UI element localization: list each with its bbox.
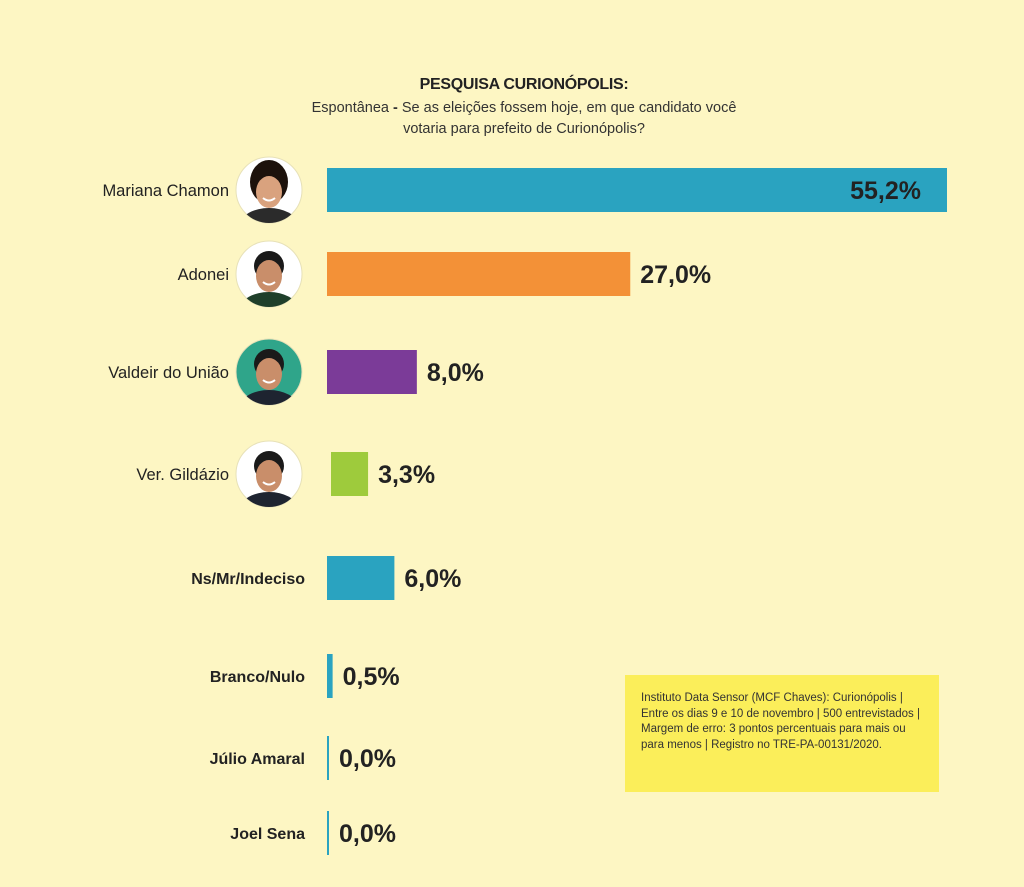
value-label-ver-gildazio: 3,3% [378,461,435,489]
bar-mariana-chamon [327,168,947,212]
candidate-photo-ver-gildazio [235,440,303,508]
chart-subtitle: Espontânea - Se as eleições fossem hoje,… [0,98,1024,140]
bar-ver-gildazio [331,452,369,496]
category-label-joel-sena: Joel Sena [230,826,305,843]
category-label-branco-nulo: Branco/Nulo [210,669,305,686]
subtitle-dash: - [389,100,402,116]
bar-joel-sena [327,811,329,855]
bar-branco-nulo [327,654,333,698]
value-label-branco-nulo: 0,5% [343,663,400,691]
subtitle-line-1: Se as eleições fossem hoje, em que candi… [401,100,737,116]
subtitle-line-2: votaria para prefeito de Curionópolis? [403,121,645,137]
chart-title: PESQUISA CURIONÓPOLIS: [419,76,629,93]
candidate-photo-adonei [235,240,303,308]
category-label-mariana-chamon: Mariana Chamon [102,182,229,200]
methodology-note: Instituto Data Sensor (MCF Chaves): Curi… [625,675,939,792]
value-label-joel-sena: 0,0% [339,820,396,848]
category-label-valdeir-do-uniao: Valdeir do União [108,364,229,382]
bar-valdeir-do-uniao [327,350,417,394]
category-label-ns-mr-indeciso: Ns/Mr/Indeciso [191,571,305,588]
value-label-valdeir-do-uniao: 8,0% [427,359,484,387]
category-label-julio-amaral: Júlio Amaral [210,751,305,768]
value-label-julio-amaral: 0,0% [339,745,396,773]
bar-adonei [327,252,631,296]
bar-julio-amaral [327,736,329,780]
subtitle-lead: Espontânea [311,100,389,116]
value-label-ns-mr-indeciso: 6,0% [404,565,461,593]
candidate-photo-valdeir-do-uniao [235,338,303,406]
bar-ns-mr-indeciso [327,556,395,600]
value-label-adonei: 27,0% [640,261,711,289]
candidate-photo-mariana-chamon [235,156,303,224]
category-label-adonei: Adonei [178,266,229,284]
category-label-ver-gildazio: Ver. Gildázio [136,466,229,484]
value-label-mariana-chamon: 55,2% [850,177,921,205]
